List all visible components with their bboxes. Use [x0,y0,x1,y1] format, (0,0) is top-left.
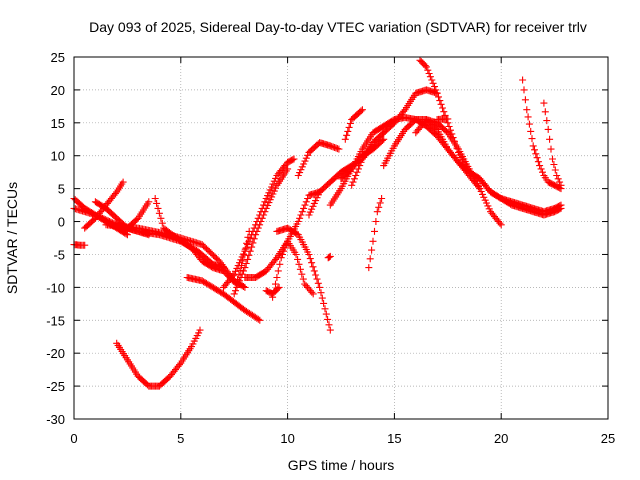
data-track [151,195,227,275]
data-track [380,116,565,219]
data-track [294,139,343,179]
data-track [220,155,298,291]
data-track [433,115,452,123]
x-tick-label: 25 [601,431,615,446]
y-tick-label: -15 [46,313,65,328]
data-points [341,106,366,143]
data-points [113,326,204,390]
data-points [183,274,264,324]
y-tick-label: 25 [51,50,65,65]
data-track [324,252,334,262]
data-points [519,76,565,193]
x-tick-label: 15 [387,431,401,446]
y-tick-label: 10 [51,149,65,164]
x-tick-label: 20 [494,431,508,446]
y-tick-label: -10 [46,280,65,295]
axis-ticks: 0 5 10 15 20 25 25 20 15 10 5 0 -5 -10 -15 -20 -25 -30 [46,50,615,446]
data-points [540,99,565,189]
data-points [324,252,334,262]
data-track [519,76,565,193]
data-track [540,99,565,189]
data-points [220,155,298,291]
data-points [380,116,565,219]
chart-title: Day 093 of 2025, Sidereal Day-to-day VTE… [89,19,587,35]
y-axis-label: SDTVAR / TECUs [4,182,20,294]
data-track [220,227,253,288]
y-tick-label: 5 [58,182,65,197]
y-tick-label: -5 [53,247,65,262]
data-track [113,326,204,390]
plot-frame [73,56,609,420]
y-tick-label: 20 [51,83,65,98]
data-track [365,195,386,272]
data-track [273,224,334,334]
x-tick-label: 10 [280,431,294,446]
data-track [341,106,366,143]
data-points [294,139,343,179]
grid [74,57,608,419]
x-tick-label: 5 [177,431,184,446]
data-track [70,241,89,249]
y-tick-label: -25 [46,379,65,394]
data-points [262,283,283,298]
data-points [433,115,452,123]
y-tick-label: 0 [58,215,65,230]
data-points [220,227,253,288]
x-axis-label: GPS time / hours [288,457,395,473]
data-points [151,195,227,275]
data-points [273,224,334,334]
y-tick-label: -30 [46,412,65,427]
y-tick-label: -20 [46,346,65,361]
data-track [230,165,292,298]
data-track [348,86,441,189]
y-tick-label: 15 [51,116,65,131]
data-track [183,274,264,324]
data-track [262,283,283,298]
data-points [412,116,505,229]
data-points [70,241,89,249]
data-series [70,56,565,390]
data-points [348,86,441,189]
data-points [230,165,292,298]
x-tick-label: 0 [70,431,77,446]
data-track [412,116,505,229]
data-points [365,195,386,272]
